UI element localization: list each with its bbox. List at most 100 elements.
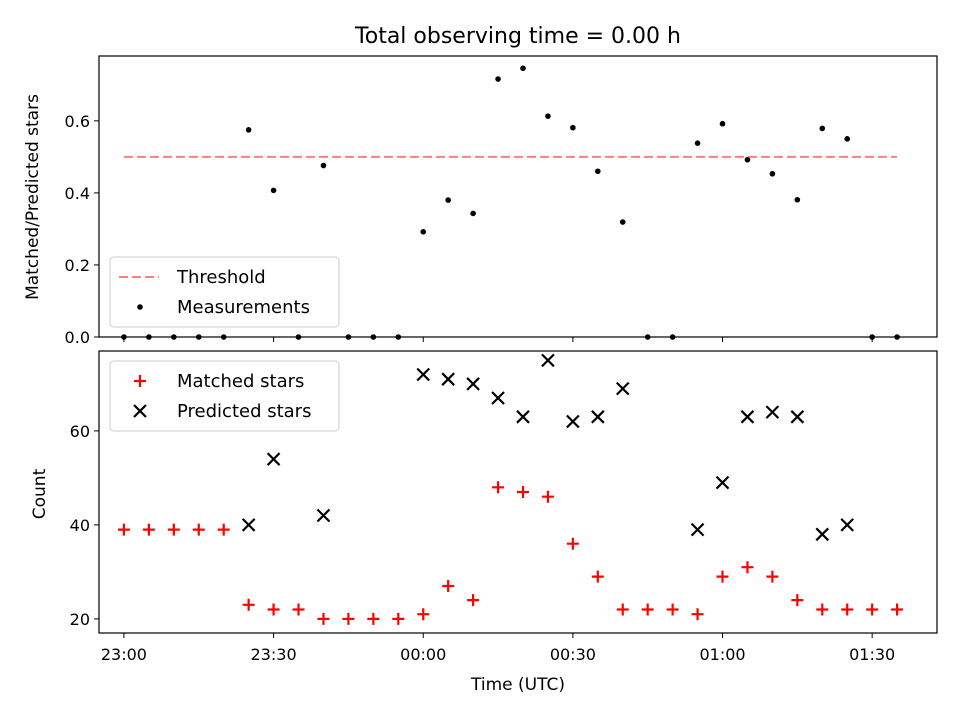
legend-label: Predicted stars bbox=[177, 401, 311, 422]
data-point bbox=[666, 603, 679, 616]
data-point bbox=[841, 603, 854, 616]
data-point bbox=[492, 481, 505, 494]
data-point bbox=[766, 570, 779, 583]
data-point bbox=[441, 372, 455, 386]
chart-title: Total observing time = 0.00 h bbox=[354, 24, 681, 49]
y-tick-label: 0.0 bbox=[65, 328, 90, 347]
plot-frame bbox=[98, 55, 938, 338]
data-point bbox=[744, 156, 751, 163]
data-point bbox=[591, 410, 605, 424]
plot-frame bbox=[98, 350, 938, 634]
data-point bbox=[815, 527, 830, 542]
y-tick-label: 0.6 bbox=[65, 112, 90, 131]
data-point bbox=[270, 187, 277, 194]
data-point bbox=[167, 523, 180, 536]
bottom-y-axis-label: Count bbox=[30, 468, 50, 519]
data-point bbox=[570, 124, 576, 131]
data-point bbox=[844, 136, 851, 142]
data-point bbox=[545, 113, 551, 119]
legend-label: Matched stars bbox=[177, 371, 304, 392]
data-point bbox=[317, 612, 330, 625]
legend-marker-swatch bbox=[137, 304, 143, 310]
data-point bbox=[619, 219, 626, 225]
x-tick-label: 23:00 bbox=[101, 645, 147, 664]
data-point bbox=[241, 518, 256, 532]
data-point bbox=[816, 603, 829, 616]
legend-marker-swatch bbox=[133, 404, 147, 418]
data-point bbox=[416, 367, 431, 382]
x-tick-label: 01:30 bbox=[849, 645, 895, 664]
data-point bbox=[267, 603, 280, 616]
data-point bbox=[491, 391, 505, 405]
x-axis-label: Time (UTC) bbox=[470, 675, 565, 695]
data-point bbox=[794, 196, 801, 203]
legend-label: Threshold bbox=[176, 267, 266, 288]
data-point bbox=[516, 410, 530, 424]
data-point bbox=[740, 410, 755, 424]
data-point bbox=[641, 603, 654, 616]
legend-box bbox=[109, 360, 340, 432]
data-point bbox=[495, 76, 501, 82]
y-tick-label: 60 bbox=[70, 422, 90, 441]
data-point bbox=[320, 162, 327, 169]
data-point bbox=[467, 594, 480, 607]
data-point bbox=[741, 561, 754, 574]
data-point bbox=[566, 414, 580, 429]
data-point bbox=[840, 518, 854, 532]
data-point bbox=[691, 608, 704, 621]
legend-marker-swatch bbox=[134, 375, 146, 387]
data-point bbox=[791, 594, 804, 607]
x-tick-label: 00:30 bbox=[550, 645, 596, 664]
y-tick-label: 0.2 bbox=[65, 256, 90, 275]
data-point bbox=[445, 197, 451, 203]
data-point bbox=[470, 210, 476, 217]
legend-box bbox=[109, 256, 340, 328]
data-point bbox=[292, 603, 305, 616]
data-point bbox=[615, 381, 630, 396]
data-point bbox=[541, 490, 554, 503]
data-point bbox=[142, 523, 155, 536]
data-point bbox=[367, 612, 380, 625]
data-point bbox=[520, 65, 526, 72]
data-point bbox=[392, 612, 405, 625]
x-tick-label: 00:00 bbox=[400, 645, 446, 664]
data-point bbox=[591, 570, 604, 583]
data-point bbox=[819, 125, 826, 132]
data-point bbox=[694, 140, 701, 146]
data-point bbox=[316, 508, 331, 523]
data-point bbox=[541, 353, 555, 368]
data-point bbox=[715, 475, 730, 490]
data-point bbox=[690, 522, 705, 537]
data-point bbox=[765, 405, 780, 419]
data-point bbox=[117, 523, 130, 536]
y-tick-label: 20 bbox=[70, 610, 90, 629]
data-point bbox=[566, 537, 579, 550]
top-y-axis-label: Matched/Predicted stars bbox=[23, 94, 43, 300]
data-point bbox=[192, 523, 205, 536]
data-point bbox=[442, 580, 455, 592]
data-point bbox=[716, 570, 729, 583]
data-point bbox=[790, 410, 805, 424]
data-point bbox=[516, 486, 529, 498]
data-point bbox=[866, 603, 879, 616]
x-tick-label: 23:30 bbox=[251, 645, 297, 664]
data-point bbox=[769, 171, 776, 177]
data-point bbox=[417, 608, 430, 621]
bottom-panel: 20 40 60 23:00 23:30 00:00 00:30 01:00 01:30 Matc… bbox=[70, 350, 938, 664]
y-tick-label: 40 bbox=[70, 516, 90, 535]
data-point bbox=[245, 127, 252, 133]
top-panel: 0.0 0.2 0.4 0.6 Threshold Measurements bbox=[65, 55, 938, 347]
y-tick-label: 0.4 bbox=[65, 184, 90, 203]
x-tick-label: 01:00 bbox=[699, 645, 745, 664]
data-point bbox=[242, 598, 255, 611]
data-point bbox=[891, 603, 904, 616]
data-point bbox=[466, 377, 480, 391]
data-point bbox=[420, 229, 427, 235]
data-point bbox=[266, 452, 281, 466]
data-point bbox=[595, 168, 601, 175]
data-point bbox=[616, 603, 629, 616]
legend-label: Measurements bbox=[177, 297, 310, 318]
data-point bbox=[719, 120, 726, 127]
data-point bbox=[342, 612, 355, 625]
